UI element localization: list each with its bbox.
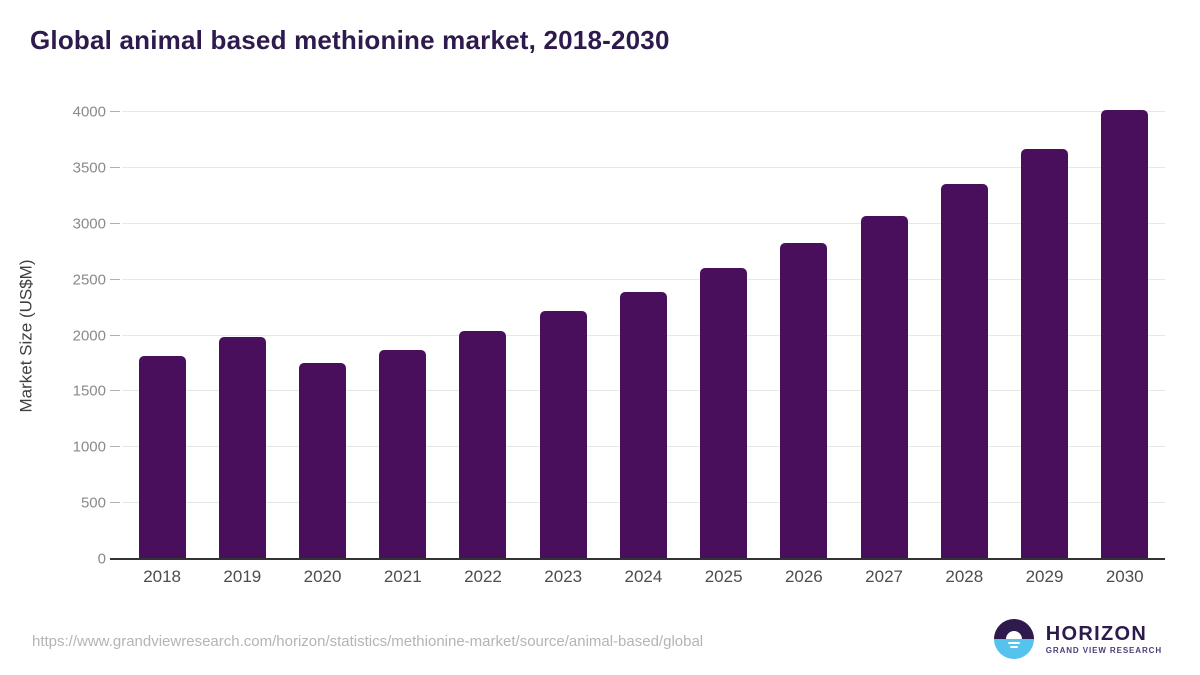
chart-title: Global animal based methionine market, 2…: [30, 25, 670, 55]
y-tick-mark-4000: [110, 111, 120, 112]
logo-wordmark: HORIZON: [1045, 622, 1148, 645]
footer: https://www.grandviewresearch.com/horizo…: [0, 616, 1200, 666]
bar-2030: [1101, 110, 1149, 559]
x-tick-label-2027: 2027: [865, 567, 903, 586]
gridline-4000: [122, 111, 1165, 112]
bar-2028: [940, 184, 988, 559]
y-tick-mark-1500: [110, 390, 120, 392]
gridline-2500: [122, 278, 1165, 280]
logo-subtitle: GRAND VIEW RESEARCH: [1045, 645, 1162, 655]
y-tick-label-0: 0: [97, 550, 106, 568]
x-tick-label-2019: 2019: [223, 567, 262, 586]
y-tick-label-2500: 2500: [72, 271, 106, 289]
y-axis-tick-labels: 0 500 1000 1500 2000 2500 3000 3500 4000: [20, 105, 106, 567]
y-tick-label-4000: 4000: [72, 103, 106, 121]
bar-2025: [700, 268, 748, 559]
y-tick-mark-3000: [110, 222, 120, 224]
horizon-logo: HORIZON GRAND VIEW RESEARCH: [993, 619, 1162, 659]
x-axis-tick-labels: 2018 2019 2020 2021 2022 2023 2024 2025 2026 2027…: [122, 567, 1165, 587]
bar-2023: [539, 310, 587, 559]
bar-2026: [780, 243, 828, 559]
y-tick-label-3000: 3000: [72, 215, 106, 233]
sun-reflection-line: [1009, 646, 1018, 648]
bar-2021: [379, 350, 427, 559]
x-axis-baseline: [110, 558, 1165, 560]
source-url: https://www.grandviewresearch.com/horizo…: [32, 633, 704, 650]
x-tick-label-2022: 2022: [464, 567, 502, 586]
y-tick-mark-500: [110, 502, 120, 504]
bar-2027: [860, 215, 908, 559]
y-tick-label-500: 500: [80, 494, 106, 512]
x-tick-label-2028: 2028: [945, 567, 984, 586]
y-tick-label-1500: 1500: [72, 382, 106, 400]
bar-series: [122, 110, 1165, 559]
sun-icon: [1005, 631, 1022, 639]
bar-2019: [218, 336, 266, 559]
gridline-3000: [122, 222, 1165, 224]
bar-2018: [138, 355, 186, 559]
sun-reflection-line: [1007, 642, 1020, 644]
x-tick-label-2024: 2024: [624, 567, 663, 586]
x-tick-label-2023: 2023: [544, 567, 583, 586]
y-tick-mark-3500: [110, 166, 120, 168]
bar-2029: [1021, 149, 1069, 559]
bar-2020: [299, 363, 347, 559]
bar-2022: [459, 331, 507, 559]
x-tick-label-2029: 2029: [1025, 567, 1064, 586]
x-tick-label-2025: 2025: [704, 567, 743, 586]
y-tick-label-2000: 2000: [72, 327, 106, 344]
x-tick-label-2018: 2018: [143, 567, 182, 586]
plot-area: [110, 110, 1165, 560]
x-tick-label-2026: 2026: [784, 567, 823, 586]
y-tick-mark-1000: [110, 446, 120, 448]
y-tick-mark-2000: [110, 334, 120, 336]
y-tick-label-1000: 1000: [72, 438, 106, 456]
bar-2024: [619, 291, 667, 559]
y-tick-label-3500: 3500: [72, 159, 106, 177]
x-tick-label-2030: 2030: [1105, 567, 1144, 586]
x-tick-label-2021: 2021: [383, 567, 422, 586]
horizon-sunset-icon: [993, 619, 1034, 659]
x-tick-label-2020: 2020: [303, 567, 342, 586]
gridline-3500: [122, 166, 1165, 168]
y-tick-mark-2500: [110, 278, 120, 280]
logo-text: HORIZON GRAND VIEW RESEARCH: [1046, 624, 1162, 655]
